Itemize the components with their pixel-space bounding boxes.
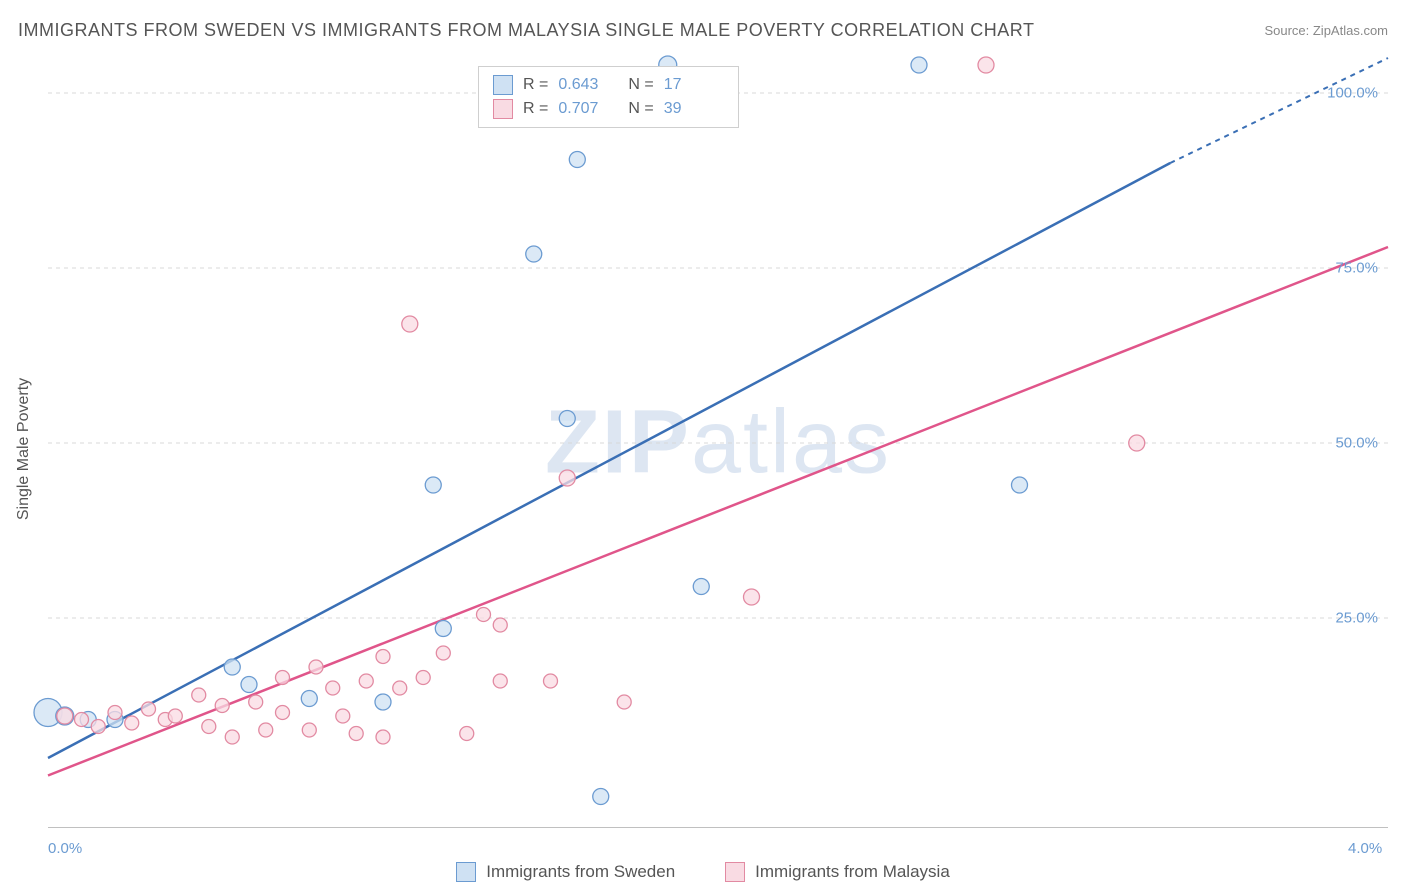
chart-svg — [48, 58, 1388, 827]
y-axis-label: Single Male Poverty — [15, 378, 33, 520]
x-tick-label: 4.0% — [1348, 840, 1382, 857]
correlation-row-sweden: R = 0.643 N = 17 — [493, 73, 724, 97]
correlation-row-malaysia: R = 0.707 N = 39 — [493, 97, 724, 121]
y-tick-label: 100.0% — [1327, 85, 1398, 102]
swatch-sweden — [493, 75, 513, 95]
y-tick-label: 75.0% — [1335, 260, 1398, 277]
swatch-sweden-icon — [456, 862, 476, 882]
legend-item-sweden: Immigrants from Sweden — [456, 862, 675, 882]
y-tick-label: 50.0% — [1335, 435, 1398, 452]
correlation-legend: R = 0.643 N = 17 R = 0.707 N = 39 — [478, 66, 739, 128]
x-tick-label: 0.0% — [48, 840, 82, 857]
swatch-malaysia-icon — [725, 862, 745, 882]
source-label: Source: ZipAtlas.com — [1264, 23, 1388, 38]
y-tick-label: 25.0% — [1335, 610, 1398, 627]
legend-item-malaysia: Immigrants from Malaysia — [725, 862, 950, 882]
plot-area: ZIPatlas R = 0.643 N = 17 R = 0.707 N = … — [48, 58, 1388, 828]
swatch-malaysia — [493, 99, 513, 119]
bottom-legend: Immigrants from Sweden Immigrants from M… — [0, 862, 1406, 882]
chart-title: IMMIGRANTS FROM SWEDEN VS IMMIGRANTS FRO… — [18, 20, 1034, 41]
